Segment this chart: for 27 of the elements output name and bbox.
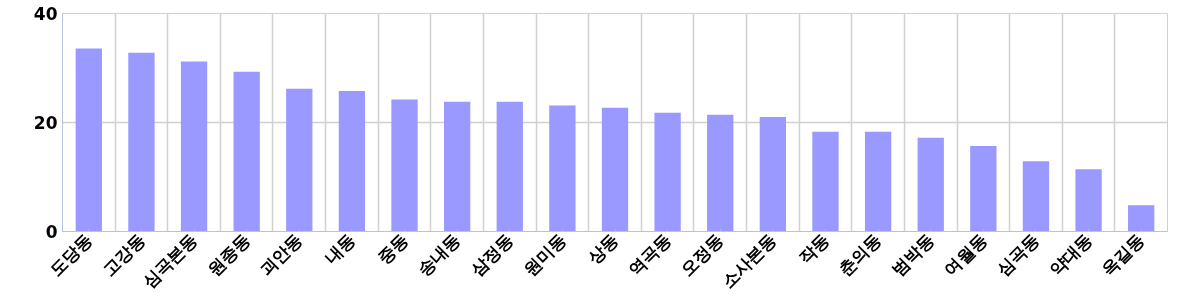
bar [443,101,471,232]
bar [1075,169,1102,232]
bar [496,101,523,232]
bar [970,145,997,232]
y-tick-label: 20 [33,113,58,133]
bar [233,71,260,232]
bar [1128,205,1155,232]
bar [75,48,102,232]
bar [654,112,681,232]
bar [338,90,366,232]
bar [601,107,629,232]
bar [917,137,944,232]
bar [180,61,208,232]
bar [391,99,418,232]
bar [1022,161,1050,232]
x-tick-label: 상동 [583,229,623,268]
y-tick-label: 40 [33,4,58,24]
x-tick-label: 중동 [373,229,412,268]
bar [812,131,839,232]
bar [707,114,734,232]
bar [864,131,892,232]
bar [286,88,313,232]
bar [128,52,155,232]
bar [759,117,787,232]
x-tick-label: 내동 [320,229,359,268]
bar [549,105,576,232]
x-tick-label: 작동 [794,229,833,268]
